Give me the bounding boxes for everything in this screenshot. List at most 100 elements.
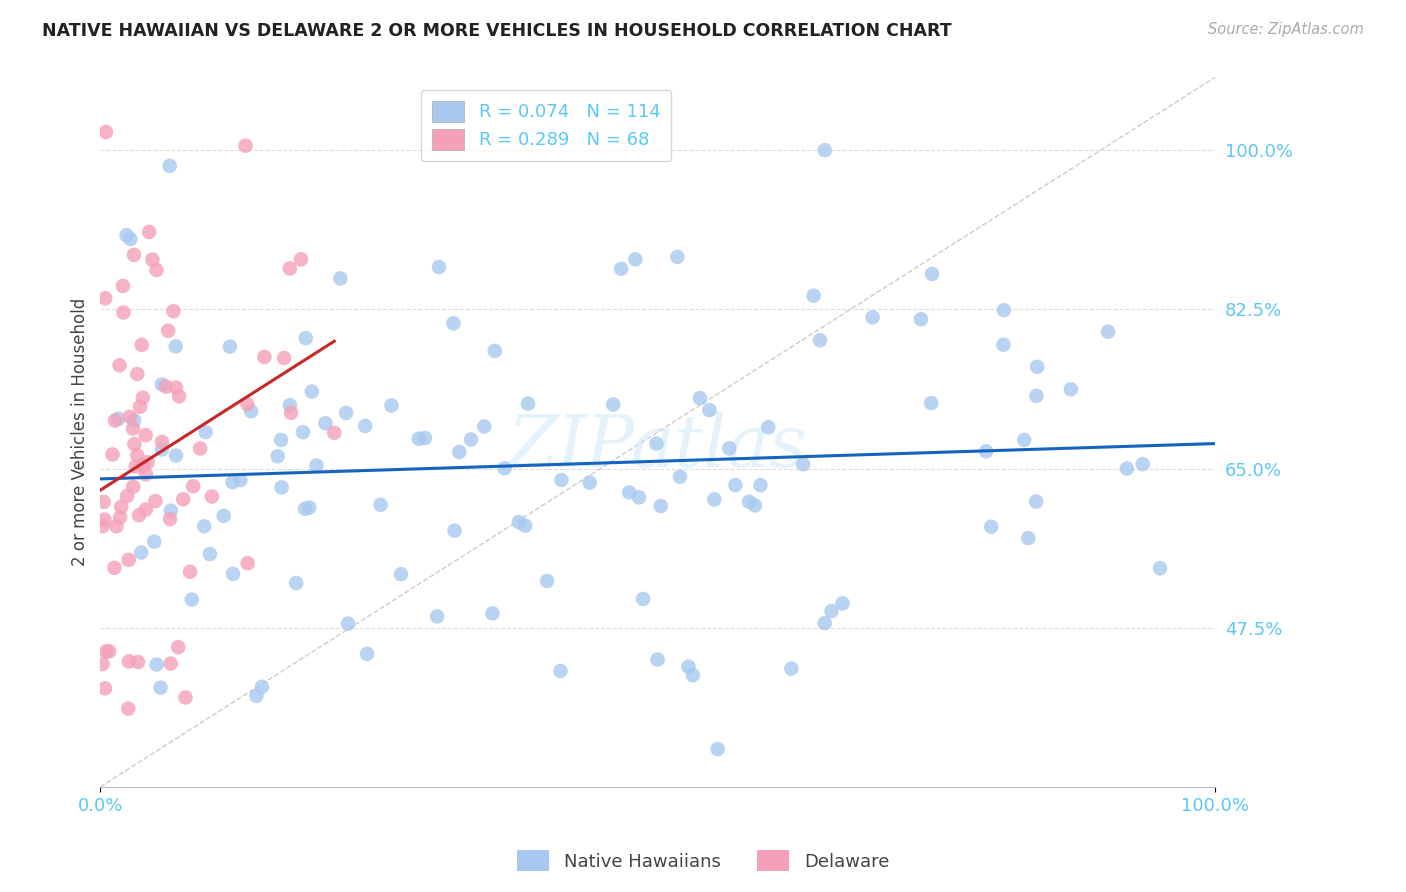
Point xyxy=(165,339,187,353)
Point xyxy=(174,690,197,705)
Point xyxy=(118,553,141,567)
Point xyxy=(1149,561,1171,575)
Point xyxy=(240,404,263,418)
Point xyxy=(235,138,257,153)
Point xyxy=(329,271,352,285)
Point xyxy=(323,425,346,440)
Point xyxy=(145,263,167,277)
Point xyxy=(267,450,290,464)
Point xyxy=(610,261,633,276)
Point xyxy=(335,406,357,420)
Point xyxy=(682,668,704,682)
Point xyxy=(198,547,221,561)
Point xyxy=(149,681,172,695)
Point xyxy=(219,340,242,354)
Point xyxy=(101,447,124,461)
Point xyxy=(159,657,181,671)
Point xyxy=(221,475,243,489)
Point xyxy=(290,252,312,267)
Point xyxy=(814,143,837,157)
Point xyxy=(103,561,125,575)
Point xyxy=(120,232,142,246)
Point xyxy=(165,381,187,395)
Point xyxy=(145,657,167,672)
Point xyxy=(550,473,572,487)
Point xyxy=(91,519,114,533)
Point xyxy=(159,503,181,517)
Point xyxy=(921,267,943,281)
Point xyxy=(141,252,163,267)
Point xyxy=(578,475,600,490)
Point xyxy=(159,159,181,173)
Point xyxy=(104,413,127,427)
Point xyxy=(143,534,166,549)
Point xyxy=(150,377,173,392)
Point xyxy=(803,289,825,303)
Point xyxy=(194,425,217,439)
Point xyxy=(273,351,295,365)
Point xyxy=(494,461,516,475)
Point xyxy=(738,494,761,508)
Point xyxy=(125,459,148,474)
Point xyxy=(128,508,150,523)
Point xyxy=(167,389,190,403)
Point xyxy=(115,228,138,243)
Point xyxy=(181,479,204,493)
Point xyxy=(127,655,149,669)
Point xyxy=(118,409,141,424)
Point xyxy=(172,492,194,507)
Point xyxy=(699,403,721,417)
Point xyxy=(107,411,129,425)
Point xyxy=(136,455,159,469)
Point xyxy=(105,519,128,533)
Point xyxy=(718,442,741,456)
Point xyxy=(472,419,495,434)
Point xyxy=(150,434,173,449)
Point xyxy=(484,343,506,358)
Point xyxy=(294,501,316,516)
Point xyxy=(619,485,641,500)
Point xyxy=(1060,382,1083,396)
Point xyxy=(285,576,308,591)
Point xyxy=(222,566,245,581)
Point xyxy=(370,498,392,512)
Point xyxy=(1025,494,1047,508)
Point xyxy=(460,433,482,447)
Point xyxy=(624,252,647,267)
Point xyxy=(443,524,465,538)
Point xyxy=(724,478,747,492)
Point xyxy=(666,250,689,264)
Point xyxy=(93,513,115,527)
Point xyxy=(157,324,180,338)
Point xyxy=(481,607,503,621)
Point xyxy=(245,689,267,703)
Point xyxy=(354,418,377,433)
Point xyxy=(920,396,942,410)
Point xyxy=(94,291,117,305)
Point xyxy=(974,444,997,458)
Point xyxy=(703,492,725,507)
Point xyxy=(305,458,328,473)
Point xyxy=(162,304,184,318)
Point xyxy=(508,515,530,529)
Point xyxy=(155,379,177,393)
Point xyxy=(627,491,650,505)
Text: NATIVE HAWAIIAN VS DELAWARE 2 OR MORE VEHICLES IN HOUSEHOLD CORRELATION CHART: NATIVE HAWAIIAN VS DELAWARE 2 OR MORE VE… xyxy=(42,22,952,40)
Point xyxy=(780,662,803,676)
Point xyxy=(443,316,465,330)
Point xyxy=(122,421,145,435)
Point xyxy=(108,359,131,373)
Point xyxy=(513,518,536,533)
Point xyxy=(792,457,814,471)
Point xyxy=(278,398,301,412)
Point xyxy=(165,449,187,463)
Point xyxy=(389,567,412,582)
Point xyxy=(118,654,141,668)
Legend: R = 0.074   N = 114, R = 0.289   N = 68: R = 0.074 N = 114, R = 0.289 N = 68 xyxy=(420,90,671,161)
Point xyxy=(669,470,692,484)
Point xyxy=(129,545,152,559)
Point xyxy=(193,519,215,533)
Point xyxy=(301,384,323,399)
Point xyxy=(111,279,134,293)
Point xyxy=(94,681,117,696)
